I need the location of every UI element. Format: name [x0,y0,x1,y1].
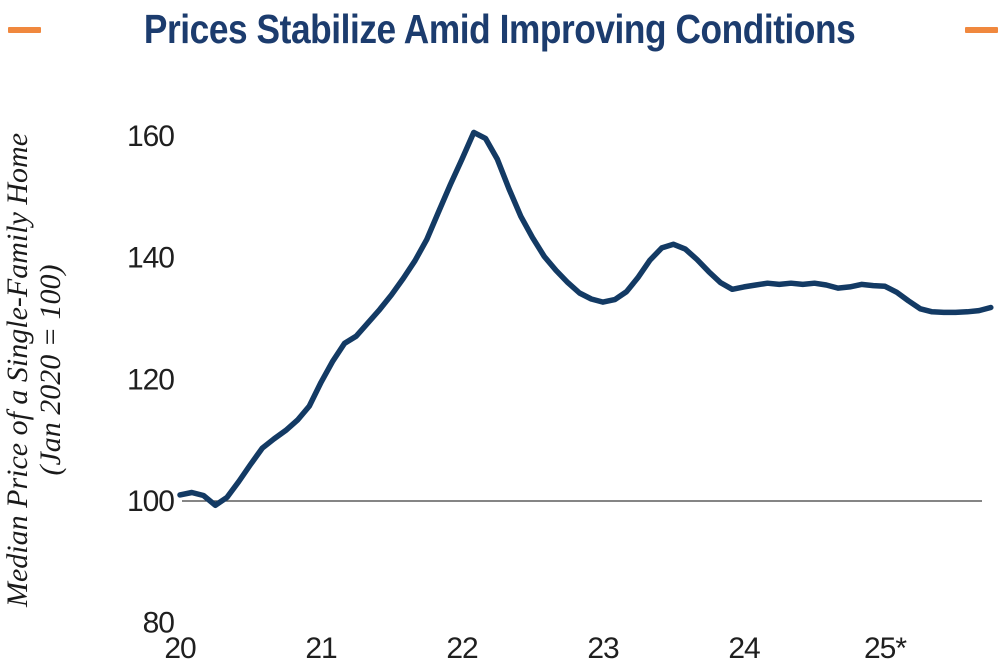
y-tick-label: 100 [127,485,174,518]
title-accent-dash-left [8,27,41,33]
y-tick-label: 160 [127,120,174,153]
x-tick-label: 25* [864,632,907,665]
y-tick-label: 80 [143,607,175,640]
chart-title-text: Prices Stabilize Amid Improving Conditio… [144,6,856,52]
y-tick-label: 120 [127,363,174,396]
x-tick-label: 21 [305,632,337,665]
x-tick-label: 20 [164,632,196,665]
y-tick-label: 140 [127,242,174,275]
price-line [177,129,994,509]
x-tick-label: 23 [587,632,619,665]
title-accent-dash-right [965,27,998,33]
x-tick-label: 24 [728,632,760,665]
chart-title: Prices Stabilize Amid Improving Conditio… [0,6,1000,53]
x-tick-label: 22 [446,632,478,665]
